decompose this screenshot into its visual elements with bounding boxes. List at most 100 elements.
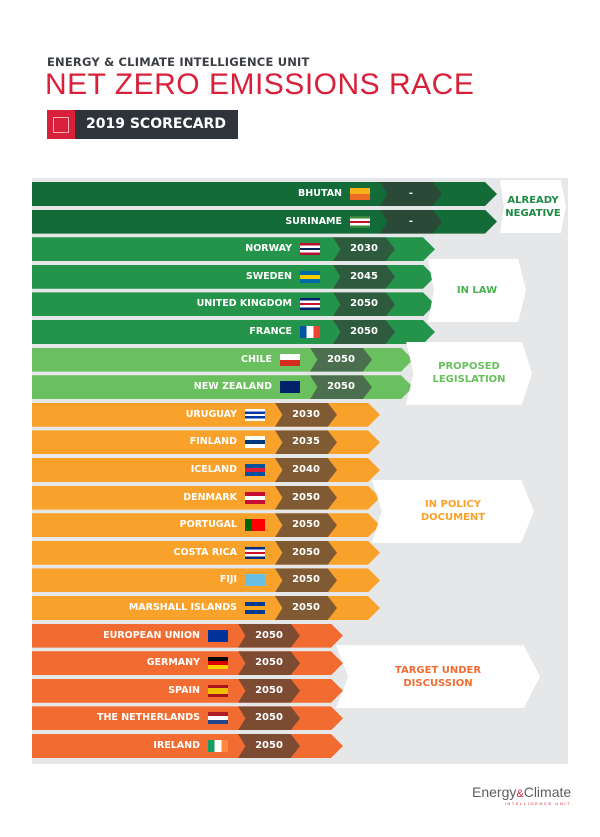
group-label-text: IN LAW: [456, 284, 498, 296]
target-year: 2050: [275, 596, 337, 620]
country-name: FIJI: [219, 574, 237, 586]
organization-name: ENERGY & CLIMATE INTELLIGENCE UNIT: [47, 55, 310, 69]
country-row: ICELAND 2040: [32, 458, 380, 482]
country-row: GERMANY 2050: [32, 651, 343, 676]
target-year: 2030: [275, 402, 337, 427]
country-name: NEW ZEALAND: [193, 381, 272, 393]
country-name: COSTA RICA: [173, 546, 237, 558]
flag-icon: [208, 629, 228, 642]
flag-icon: [245, 519, 265, 532]
country-row: NORWAY 2030: [32, 237, 435, 262]
target-year: 2050: [275, 568, 337, 593]
flag-icon: [208, 684, 228, 697]
country-row: FINLAND 2035: [32, 430, 380, 455]
target-year: 2050: [275, 485, 337, 510]
country-name: SURINAME: [285, 215, 342, 227]
country-row: THE NETHERLANDS 2050: [32, 706, 343, 731]
eciu-logo: Energy&Climate INTELLIGENCE UNIT: [472, 784, 572, 806]
flag-icon: [245, 408, 265, 421]
country-name: NORWAY: [245, 243, 292, 255]
country-name: UNITED KINGDOM: [196, 298, 292, 310]
logo-amp: &: [516, 788, 524, 800]
country-row: URUGUAY 2030: [32, 402, 380, 427]
target-year: 2050: [310, 375, 372, 400]
flag-icon: [245, 436, 265, 449]
target-year: -: [380, 209, 442, 234]
logo-subtitle: INTELLIGENCE UNIT: [504, 801, 572, 806]
country-row: NEW ZEALAND 2050: [32, 375, 413, 400]
target-year: 2050: [238, 678, 300, 703]
flag-icon: [300, 326, 320, 338]
group-label-text: TARGET UNDER DISCUSSION: [394, 664, 482, 689]
target-year: -: [380, 182, 442, 206]
flag-icon: [300, 243, 320, 256]
group-label: IN POLICY DOCUMENT: [372, 479, 534, 543]
target-year: 2040: [275, 458, 337, 482]
flag-icon: [208, 740, 228, 752]
target-year: 2050: [275, 513, 337, 538]
flag-icon: [300, 298, 320, 311]
logo-text: Climate: [523, 784, 572, 800]
country-name: CHILE: [240, 353, 272, 365]
flag-icon: [245, 574, 265, 587]
flag-icon: [350, 188, 370, 200]
country-name: URUGUAY: [185, 408, 237, 420]
page-title: NET ZERO EMISSIONS RACE: [45, 68, 475, 101]
country-name: FRANCE: [249, 326, 292, 337]
country-row: FIJI 2050: [32, 568, 380, 593]
scorecard-label: 2019 SCORECARD: [75, 110, 238, 139]
flag-icon: [245, 491, 265, 504]
country-name: GERMANY: [146, 657, 200, 669]
country-name: MARSHALL ISLANDS: [128, 602, 237, 613]
logo-text: Energy: [472, 784, 517, 800]
target-year: 2050: [238, 706, 300, 731]
country-row: IRELAND 2050: [32, 734, 343, 758]
target-year: 2050: [238, 651, 300, 676]
country-row: UNITED KINGDOM 2050: [32, 292, 435, 317]
country-name: EUROPEAN UNION: [103, 629, 200, 641]
country-name: FINLAND: [189, 436, 237, 448]
country-name: BHUTAN: [298, 188, 342, 199]
flag-icon: [300, 270, 320, 283]
target-year: 2035: [275, 430, 337, 455]
country-name: PORTUGAL: [179, 519, 237, 531]
group-label: TARGET UNDER DISCUSSION: [336, 645, 540, 709]
target-year: 2050: [238, 623, 300, 648]
target-year: 2030: [333, 237, 395, 262]
flag-icon: [280, 353, 300, 366]
country-name: THE NETHERLANDS: [97, 712, 200, 724]
country-row: COSTA RICA 2050: [32, 540, 380, 565]
flag-icon: [208, 657, 228, 670]
country-row: CHILE 2050: [32, 347, 413, 372]
country-row: SPAIN 2050: [32, 678, 343, 703]
scorecard-icon: [47, 110, 75, 139]
flag-icon: [245, 602, 265, 614]
target-year: 2050: [310, 347, 372, 372]
target-year: 2050: [333, 320, 395, 344]
flag-icon: [245, 546, 265, 559]
flag-icon: [350, 215, 370, 228]
flag-icon: [280, 381, 300, 394]
country-row: BHUTAN -: [32, 182, 497, 206]
target-year: 2050: [275, 540, 337, 565]
country-row: PORTUGAL 2050: [32, 513, 380, 538]
target-year: 2050: [333, 292, 395, 317]
flag-icon: [245, 464, 265, 476]
target-year: 2050: [238, 734, 300, 758]
group-label: ALREADY NEGATIVE: [500, 180, 566, 234]
target-year: 2045: [333, 264, 395, 289]
group-label: IN LAW: [428, 258, 526, 322]
country-row: SWEDEN 2045: [32, 264, 435, 289]
country-name: IRELAND: [153, 740, 200, 751]
scorecard-badge: 2019 SCORECARD: [47, 110, 238, 139]
country-row: FRANCE 2050: [32, 320, 435, 344]
country-name: SPAIN: [168, 684, 200, 696]
country-row: MARSHALL ISLANDS 2050: [32, 596, 380, 620]
country-row: DENMARK 2050: [32, 485, 380, 510]
country-name: ICELAND: [190, 464, 237, 475]
flag-icon: [208, 712, 228, 725]
country-name: SWEDEN: [245, 270, 292, 282]
group-label-text: ALREADY NEGATIVE: [505, 194, 561, 219]
country-name: DENMARK: [183, 491, 237, 503]
